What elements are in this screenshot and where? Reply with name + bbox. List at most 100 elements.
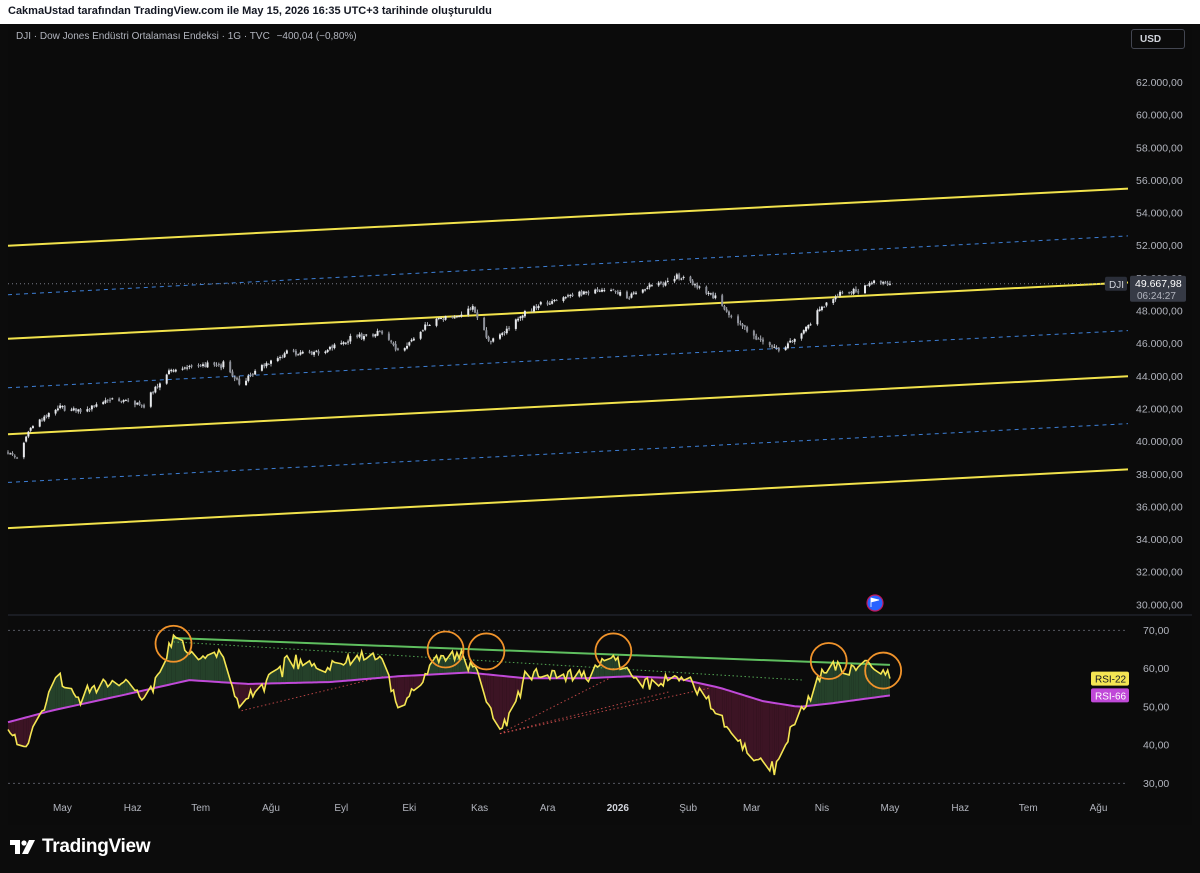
candle-body (791, 341, 794, 343)
candle-body (596, 289, 599, 291)
candle-body (723, 306, 726, 310)
candle-body (455, 316, 458, 318)
candle-body (730, 315, 733, 317)
candle (396, 347, 399, 351)
candle (664, 280, 667, 287)
candle (505, 325, 508, 335)
candle-body (852, 288, 855, 294)
time-axis-tick-label: Mar (743, 803, 761, 814)
candle-body (349, 335, 352, 342)
candle-body (292, 350, 295, 352)
candle (70, 407, 73, 412)
candle (229, 360, 232, 374)
candle-body (199, 365, 202, 367)
candle (299, 349, 302, 356)
price-axis-tick-label: 30.000,00 (1136, 599, 1183, 611)
candle (281, 354, 284, 359)
candle (714, 292, 717, 300)
candle-body (347, 341, 350, 343)
candle (356, 334, 359, 339)
candle-body (777, 347, 780, 351)
candle (122, 399, 125, 404)
candle-body (396, 348, 399, 350)
candle-body (585, 291, 588, 293)
candle-body (786, 343, 789, 349)
candle-body (737, 316, 740, 324)
candle-body (124, 400, 127, 402)
candle (419, 331, 422, 341)
time-axis-tick-label: Eki (402, 803, 416, 814)
candle (727, 310, 730, 318)
candle-body (294, 351, 297, 355)
candle-body (832, 299, 835, 304)
candle (675, 272, 678, 280)
candle (841, 290, 844, 295)
candle-body (789, 340, 792, 343)
rsi-highlight-circle-2 (426, 630, 465, 669)
candle-body (739, 323, 742, 325)
candle-body (435, 318, 438, 326)
candle-body (451, 316, 454, 319)
candle-body (582, 291, 585, 295)
candle-body (442, 318, 445, 320)
candle (596, 287, 599, 293)
candle (41, 417, 44, 422)
candle (587, 290, 590, 296)
candle (54, 408, 57, 416)
candle (308, 349, 311, 354)
candle-body (610, 289, 613, 291)
candle (387, 331, 390, 341)
candle (188, 364, 191, 370)
candle (215, 362, 218, 367)
candle-body (140, 405, 143, 407)
candle (29, 427, 32, 433)
attribution-caption: CakmaUstad tarafından TradingView.com il… (8, 5, 492, 17)
candle (759, 335, 762, 342)
candle (317, 349, 320, 356)
us-flag-event-icon (866, 594, 884, 612)
candle (816, 308, 819, 326)
candle-body (646, 287, 649, 289)
candle-body (426, 325, 429, 327)
channel-line-5 (7, 235, 1129, 296)
candle (562, 296, 565, 303)
currency-button[interactable]: USD (1131, 29, 1185, 49)
candle-body (564, 297, 567, 299)
candle (72, 406, 75, 412)
candle (537, 304, 540, 311)
candle (535, 304, 538, 311)
rsi-trend-line-3 (241, 675, 385, 712)
candle (374, 333, 377, 338)
candle (406, 342, 409, 350)
candle-body (213, 362, 216, 365)
candle (424, 321, 427, 332)
candle (440, 316, 443, 320)
candle (390, 339, 393, 344)
candle (326, 348, 329, 354)
candle-body (673, 278, 676, 282)
candle-body (691, 280, 694, 285)
candle (474, 306, 477, 314)
candle-body (698, 286, 701, 288)
candle-body (741, 324, 744, 327)
candle-body (650, 285, 653, 287)
candle (455, 315, 458, 319)
candle (206, 360, 209, 368)
candle-body (551, 301, 554, 304)
candle (483, 316, 486, 331)
candle-body (181, 368, 184, 370)
candle (469, 307, 472, 311)
candle-body (149, 392, 152, 407)
candle (245, 377, 248, 386)
candle (696, 282, 699, 290)
candle-body (403, 348, 406, 351)
candle (102, 400, 105, 405)
candle-body (70, 409, 73, 411)
rsi-highlight-circle-5 (809, 642, 848, 680)
candle (294, 349, 297, 357)
candle-body (249, 374, 252, 376)
candle-body (571, 294, 574, 297)
candle-body (485, 330, 488, 338)
candle (873, 279, 876, 285)
